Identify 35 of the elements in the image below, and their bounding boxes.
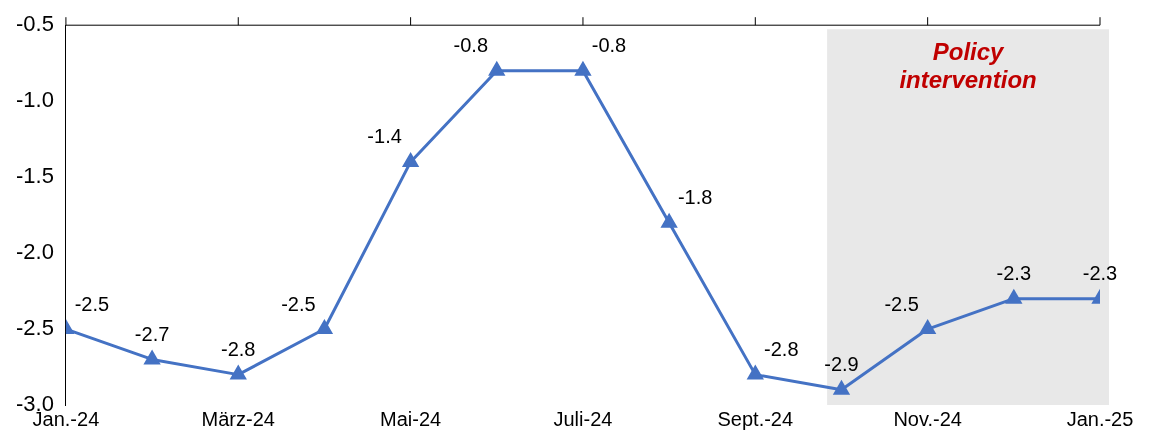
data-label: -0.8 [453,34,489,57]
data-label: -2.5 [74,292,110,315]
data-label: -2.3 [996,262,1032,285]
data-label: -2.8 [764,338,799,361]
point [403,153,419,167]
x-tick-label: Sept.-24 [717,407,794,430]
x-tick-label: Juli-24 [553,407,613,430]
point [1006,290,1022,304]
x-tick-label: Mai-24 [380,407,442,430]
y-tick-label: -0.5 [15,11,54,37]
band-label: Policy intervention [899,37,1037,93]
data-label: -0.8 [591,34,627,57]
point [833,381,850,395]
data-label: -2.3 [1082,262,1118,285]
point [316,320,332,335]
point [575,62,591,76]
x-tick-label: März-24 [201,407,275,430]
data-label: -2.8 [221,338,256,361]
point [747,366,763,380]
x-tick-label: Nov.-24 [893,407,962,430]
y-tick-label: -2.5 [15,315,54,341]
data-label: -1.8 [677,186,713,209]
data-label: -2.7 [134,322,170,345]
y-tick-label: -1.0 [15,87,54,113]
data-label: -1.4 [367,125,402,148]
data-label: -2.5 [281,292,316,315]
data-label: -2.9 [824,353,859,376]
data-label: -2.5 [884,292,919,315]
point [230,366,246,380]
point [661,214,677,228]
point [920,320,936,335]
point [489,62,505,76]
y-tick-label: -1.5 [15,163,54,189]
x-tick-label: Jan.-25 [1066,407,1134,430]
y-tick-label: -2.0 [15,239,54,265]
